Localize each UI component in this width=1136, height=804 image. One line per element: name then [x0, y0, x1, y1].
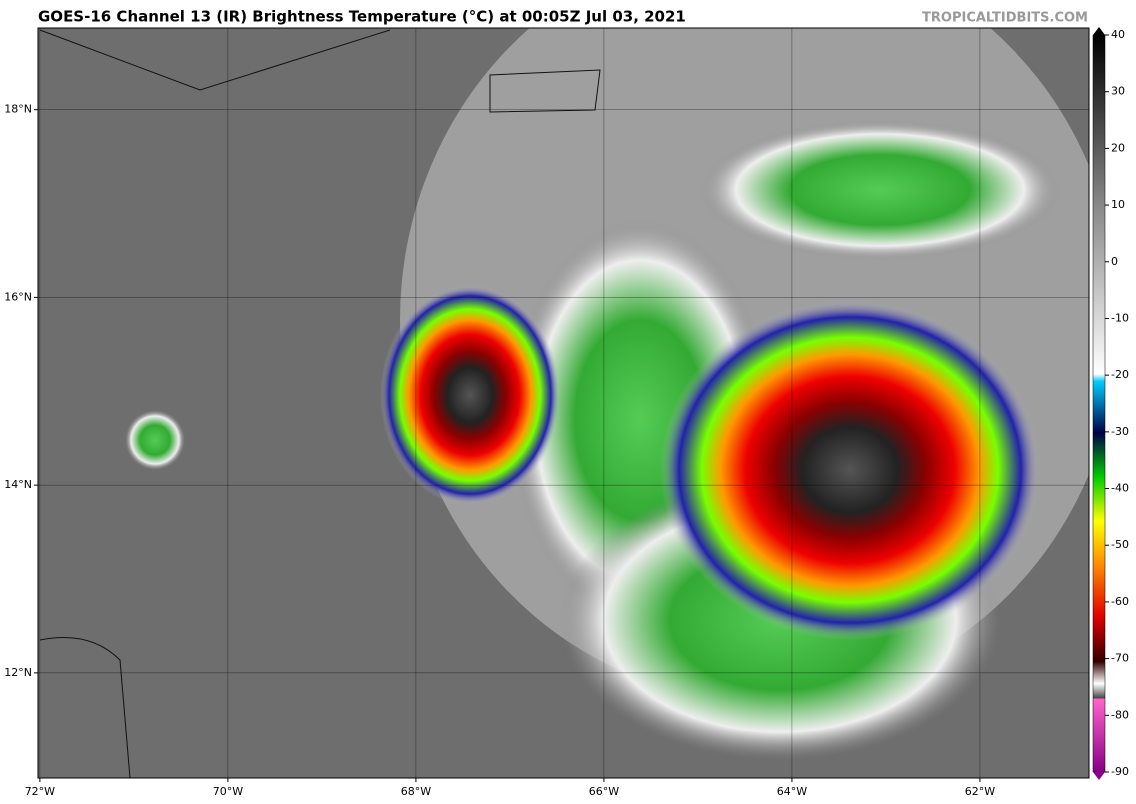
colorbar-tick-label: 30 [1111, 85, 1125, 98]
satellite-image [38, 28, 1089, 778]
colorbar-tick-label: 10 [1111, 198, 1125, 211]
colorbar-tick-label: -20 [1111, 368, 1129, 381]
x-tick-label: 62°W [965, 785, 995, 798]
y-tick-label: 14°N [4, 478, 32, 491]
x-tick-label: 66°W [589, 785, 619, 798]
y-tick-label: 12°N [4, 666, 32, 679]
colorbar-tick-label: -70 [1111, 652, 1129, 665]
colorbar-tick-label: 40 [1111, 28, 1125, 41]
colorbar-extend-top [1093, 27, 1105, 35]
y-tick-label: 16°N [4, 290, 32, 303]
colorbar-tick-label: 20 [1111, 141, 1125, 154]
colorbar-extend-bottom [1093, 772, 1105, 780]
colorbar-tick-label: -60 [1111, 595, 1129, 608]
colorbar-tick-label: -10 [1111, 311, 1129, 324]
colorbar-tick-label: -40 [1111, 482, 1129, 495]
x-tick-label: 70°W [213, 785, 243, 798]
colorbar [1092, 34, 1106, 773]
colorbar-tick-label: 0 [1111, 255, 1118, 268]
colorbar-tick-label: -80 [1111, 708, 1129, 721]
title: GOES-16 Channel 13 (IR) Brightness Tempe… [38, 8, 686, 26]
map-frame [37, 27, 1090, 779]
source: TROPICALTIDBITS.COM [922, 11, 1088, 26]
colorbar-tick-label: -30 [1111, 425, 1129, 438]
x-tick-label: 64°W [777, 785, 807, 798]
x-tick-label: 68°W [401, 785, 431, 798]
x-tick-label: 72°W [25, 785, 55, 798]
colorbar-tick-label: -90 [1111, 765, 1129, 778]
colorbar-tick-label: -50 [1111, 538, 1129, 551]
y-tick-label: 18°N [4, 103, 32, 116]
